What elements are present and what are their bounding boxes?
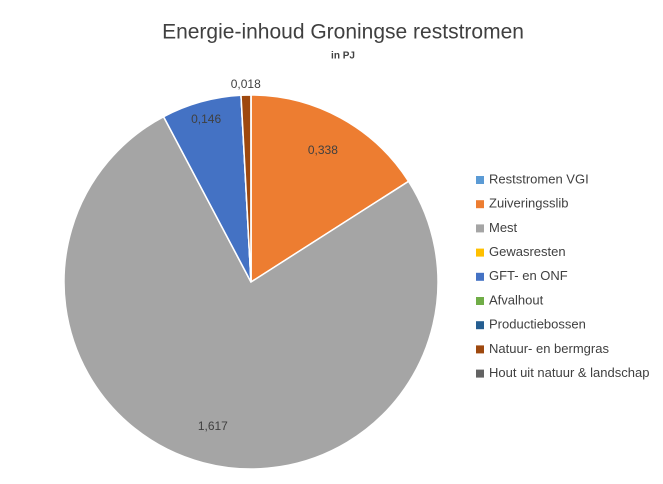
chart-title: Energie-inhoud Groningse reststromen: [162, 21, 524, 44]
legend-label: Productiebossen: [489, 317, 586, 332]
chart-subtitle: in PJ: [331, 51, 355, 62]
legend-swatch: [476, 272, 484, 281]
legend-label: Gewasresten: [489, 244, 566, 259]
pie-slice: [250, 94, 410, 284]
data-label: 1,617: [198, 419, 228, 433]
legend-swatch: [476, 248, 484, 257]
legend-swatch: [476, 369, 484, 378]
data-label: 0,338: [308, 143, 338, 157]
legend-label: Afvalhout: [489, 292, 544, 307]
legend-label: Natuur- en bermgras: [489, 341, 609, 356]
legend-label: Mest: [489, 220, 518, 235]
legend-label: Reststromen VGI: [489, 171, 589, 186]
data-label: 0,146: [191, 112, 221, 126]
legend-swatch: [476, 224, 484, 233]
pie-slice: [63, 115, 439, 470]
data-label: 0,018: [231, 77, 261, 91]
legend-swatch: [476, 176, 484, 184]
legend-label: GFT- en ONF: [489, 268, 568, 283]
legend-swatch: [476, 297, 484, 305]
legend-swatch: [476, 345, 484, 354]
legend-swatch: [476, 321, 484, 330]
legend-label: Zuiveringsslib: [489, 196, 568, 211]
legend-swatch: [476, 200, 484, 209]
legend-label: Hout uit natuur & landschap: [489, 365, 649, 380]
